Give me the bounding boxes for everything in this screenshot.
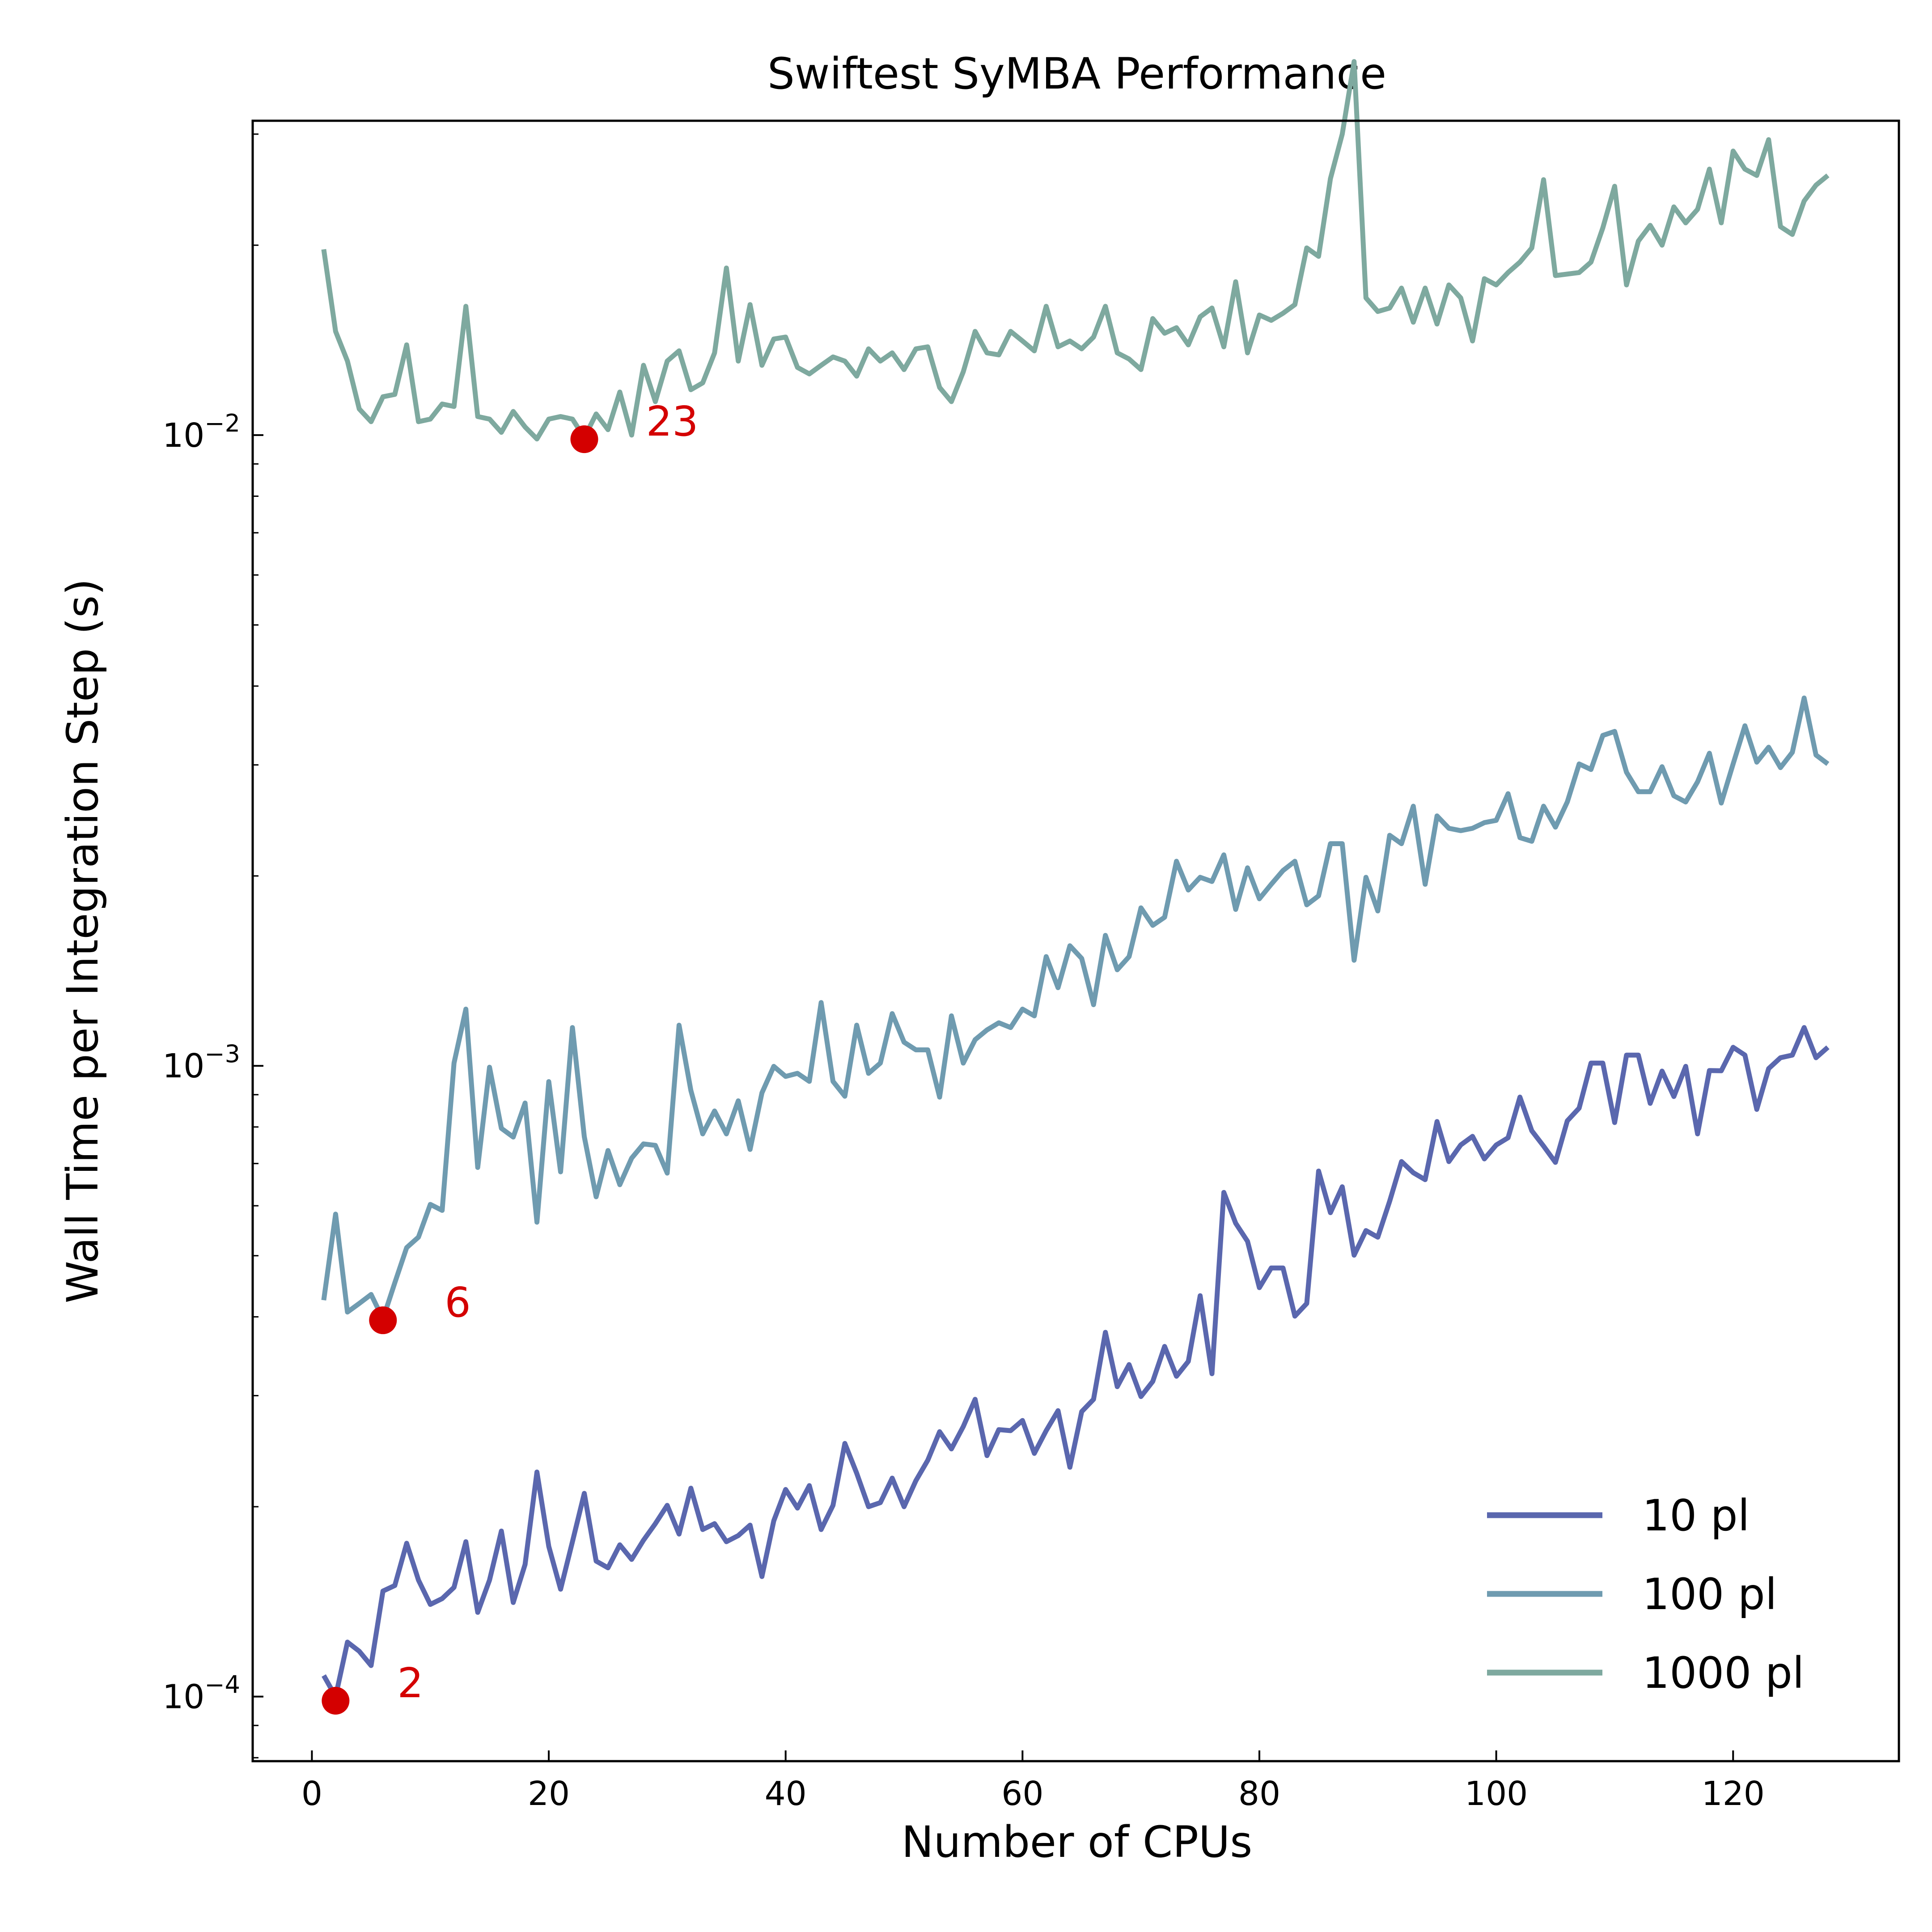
highlight-markers: 2 6 23 (322, 398, 699, 1715)
y-axis-label: Wall Time per Integration Step (s) (58, 579, 108, 1303)
legend-label-0: 10 pl (1642, 1491, 1750, 1541)
highlight-point-0 (322, 1686, 350, 1715)
x-tick-label-2: 40 (765, 1775, 807, 1813)
x-tick-label-4: 80 (1238, 1775, 1280, 1813)
x-tick-label-5: 100 (1465, 1775, 1528, 1813)
legend-label-1: 100 pl (1642, 1569, 1777, 1619)
x-tick-label-0: 0 (301, 1775, 322, 1813)
series-line-2 (321, 59, 1830, 441)
legend-label-2: 1000 pl (1642, 1648, 1804, 1698)
x-tick-label-1: 20 (528, 1775, 570, 1813)
highlight-label-2: 23 (646, 398, 698, 445)
y-axis-ticks: 10−4 10−3 10−2 (162, 133, 263, 1758)
highlight-point-1 (369, 1306, 397, 1335)
highlight-label-1: 6 (445, 1279, 471, 1326)
highlight-label-0: 2 (397, 1659, 424, 1707)
x-tick-label-3: 60 (1001, 1775, 1043, 1813)
x-axis-label: Number of CPUs (902, 1817, 1252, 1867)
y-tick-label-2: 10−2 (162, 409, 240, 455)
y-tick-label-0: 10−4 (162, 1671, 240, 1716)
legend: 10 pl 100 pl 1000 pl (1487, 1491, 1804, 1698)
plot-frame (251, 119, 1900, 1763)
plot-lines (321, 59, 1830, 1699)
x-axis-ticks: 0 20 40 60 80 100 120 (301, 1750, 1765, 1813)
x-tick-label-6: 120 (1702, 1775, 1765, 1813)
y-tick-label-1: 10−3 (162, 1040, 240, 1085)
highlight-point-2 (570, 425, 598, 453)
series-line-1 (321, 695, 1830, 1322)
series-line-0 (322, 1025, 1830, 1699)
chart-title: Swiftest SyMBA Performance (767, 49, 1386, 99)
